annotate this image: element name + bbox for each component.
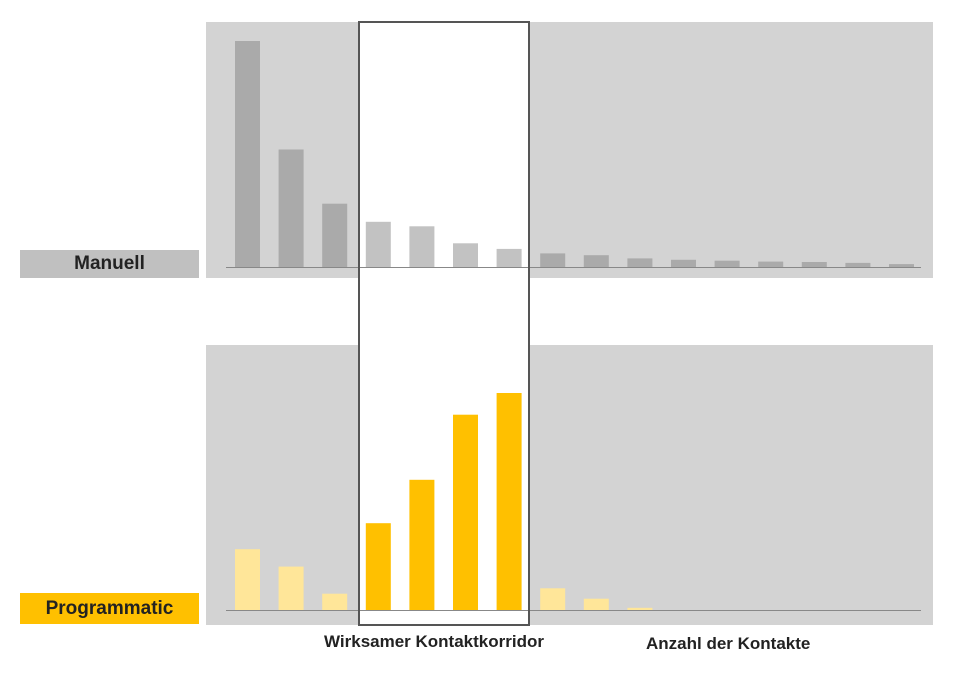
manual-bar-3 <box>322 203 348 267</box>
manual-bar-2 <box>278 149 304 267</box>
programmatic-bars <box>235 393 653 610</box>
x-axis-label: Anzahl der Kontakte <box>646 634 811 653</box>
corridor-caption: Wirksamer Kontaktkorridor <box>324 632 544 651</box>
programmatic-label: Programmatic <box>20 593 199 624</box>
programmatic-bar-5 <box>409 479 435 610</box>
programmatic-bar-8 <box>540 588 566 610</box>
manual-bar-1 <box>235 41 260 267</box>
manual-bar-8 <box>540 253 566 267</box>
programmatic-bar-9 <box>583 598 609 610</box>
corridor-box <box>358 21 530 626</box>
manual-bar-11 <box>671 259 696 267</box>
manual-bar-6 <box>453 243 478 267</box>
programmatic-panel <box>206 345 933 625</box>
manual-label: Manuell <box>20 250 199 278</box>
programmatic-bar-6 <box>453 414 478 610</box>
programmatic-bar-3 <box>322 593 348 610</box>
programmatic-bar-4 <box>365 523 391 610</box>
manual-bar-16 <box>889 264 914 267</box>
manual-bar-15 <box>845 262 871 267</box>
manual-bar-13 <box>758 261 784 267</box>
programmatic-bar-10 <box>627 607 653 610</box>
programmatic-bar-7 <box>496 393 522 610</box>
manual-bar-9 <box>583 255 609 267</box>
manual-panel <box>206 22 933 278</box>
manual-bar-7 <box>496 248 522 267</box>
manual-bar-10 <box>627 258 653 267</box>
manual-bar-14 <box>801 262 827 267</box>
manual-bar-5 <box>409 226 435 267</box>
programmatic-bar-1 <box>235 549 260 610</box>
manual-bars <box>235 41 914 267</box>
manual-bar-12 <box>714 260 740 267</box>
manual-bar-4 <box>365 221 391 267</box>
programmatic-bar-2 <box>278 566 304 610</box>
